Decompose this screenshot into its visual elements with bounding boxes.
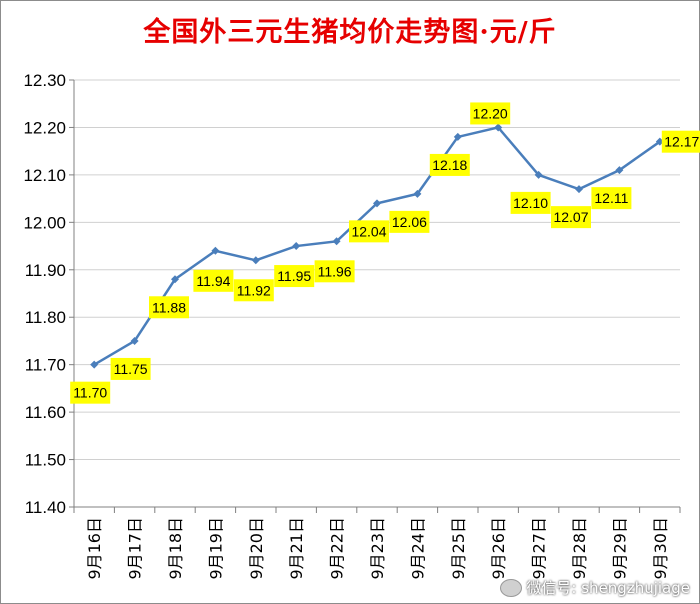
x-tick-labels: 9月16日 9月17日 9月18日 9月19日 9月20日 9月21日 9月22日 9月23日…	[85, 517, 670, 580]
x-tick-label: 9月16日	[85, 517, 104, 580]
y-tick-label: 11.40	[25, 498, 66, 517]
data-label-text: 11.96	[318, 263, 352, 279]
data-label-box	[193, 269, 234, 292]
data-point	[413, 189, 422, 198]
data-label-box	[429, 153, 470, 176]
y-tick-label: 11.80	[25, 308, 66, 327]
data-point	[534, 170, 543, 179]
x-tick-label: 9月25日	[449, 517, 468, 580]
data-label: 12.20	[470, 102, 511, 125]
y-tick-labels: 11.40 11.50 11.60 11.70 11.80 11.90 12.00 12.10…	[23, 71, 66, 517]
data-point	[130, 336, 139, 345]
data-label-text: 11.94	[196, 273, 230, 289]
data-label: 12.17	[661, 130, 700, 153]
y-tick-label: 11.60	[25, 403, 66, 422]
y-tick-label: 12.00	[23, 213, 66, 232]
grid-lines	[74, 79, 680, 461]
data-point	[373, 199, 381, 208]
data-label: 11.75	[110, 357, 151, 380]
data-label: 11.92	[233, 279, 274, 302]
data-point	[615, 166, 624, 175]
data-label-box	[551, 206, 591, 229]
axes	[69, 79, 681, 513]
data-label-text: 12.17	[664, 134, 699, 150]
data-label: 12.10	[510, 191, 551, 214]
data-label-box	[233, 279, 274, 302]
data-label: 12.04	[349, 220, 389, 243]
y-tick-label: 12.20	[23, 118, 66, 137]
data-label-text: 11.70	[73, 385, 107, 401]
data-label: 12.18	[429, 153, 470, 176]
data-point	[171, 275, 179, 284]
data-label-box	[470, 102, 511, 125]
data-label: 11.70	[70, 381, 111, 404]
data-label-text: 12.07	[553, 209, 588, 225]
x-tick-label: 9月21日	[287, 517, 306, 580]
data-label: 11.94	[193, 269, 234, 292]
data-label-box	[70, 381, 111, 404]
x-tick-label: 9月19日	[206, 517, 225, 580]
chart-title: 全国外三元生猪均价走势图·元/斤	[143, 17, 557, 48]
data-label: 12.07	[551, 206, 591, 229]
data-label: 11.88	[149, 296, 189, 319]
data-label: 12.06	[389, 210, 430, 233]
data-point	[575, 185, 583, 194]
x-tick-label: 9月27日	[530, 517, 549, 580]
data-point	[90, 360, 99, 369]
data-label-text: 11.88	[152, 299, 186, 315]
data-label-box	[591, 187, 632, 210]
x-tick-label: 9月26日	[489, 517, 508, 580]
data-label-text: 12.10	[513, 195, 548, 211]
data-label-text: 12.20	[473, 105, 508, 121]
y-tick-label: 11.90	[25, 261, 66, 280]
data-label-box	[149, 296, 189, 319]
data-point	[332, 237, 341, 246]
data-label-text: 12.11	[594, 190, 628, 206]
data-label: 12.11	[591, 187, 632, 210]
data-label-box	[110, 357, 151, 380]
series-polyline	[93, 126, 661, 366]
data-point	[251, 256, 260, 265]
data-point	[292, 242, 301, 251]
x-tick-label: 9月23日	[368, 517, 387, 580]
x-tick-label: 9月29日	[610, 517, 629, 580]
y-tick-label: 12.10	[23, 166, 66, 185]
data-label-text: 12.18	[432, 157, 467, 173]
y-tick-label: 11.50	[25, 451, 66, 470]
data-label-text: 11.92	[237, 282, 271, 298]
y-tick-label: 11.70	[25, 356, 66, 375]
data-label-box	[389, 210, 430, 233]
series-line	[90, 123, 664, 369]
x-tick-label: 9月22日	[328, 517, 347, 580]
data-label-box	[274, 265, 315, 288]
x-tick-label: 9月17日	[126, 517, 145, 580]
x-tick-label: 9月20日	[247, 517, 266, 580]
data-label-text: 12.06	[392, 214, 427, 230]
data-label-text: 12.04	[351, 223, 386, 239]
data-label: 11.96	[314, 260, 355, 283]
x-tick-label: 9月28日	[570, 517, 589, 580]
y-tick-label: 12.30	[23, 71, 66, 90]
data-label-box	[661, 130, 700, 153]
data-point	[453, 132, 462, 141]
data-label: 11.95	[274, 265, 315, 288]
data-label-box	[349, 220, 389, 243]
data-label-text: 11.95	[277, 268, 311, 284]
data-label-box	[314, 260, 355, 283]
data-label-text: 11.75	[114, 361, 148, 377]
data-point	[494, 123, 503, 132]
data-label-box	[510, 191, 551, 214]
watermark: 微信号: shengzhujiage	[500, 577, 690, 598]
x-tick-label: 9月18日	[166, 517, 185, 580]
wechat-icon	[500, 578, 523, 597]
data-labels: 11.70 11.75 11.88 11.94 11.92 11.95 11.96 12.04…	[70, 102, 700, 404]
watermark-text: 微信号: shengzhujiage	[526, 579, 690, 597]
data-point	[211, 246, 220, 255]
x-tick-label: 9月24日	[408, 517, 427, 580]
x-tick-label: 9月30日	[651, 517, 670, 580]
